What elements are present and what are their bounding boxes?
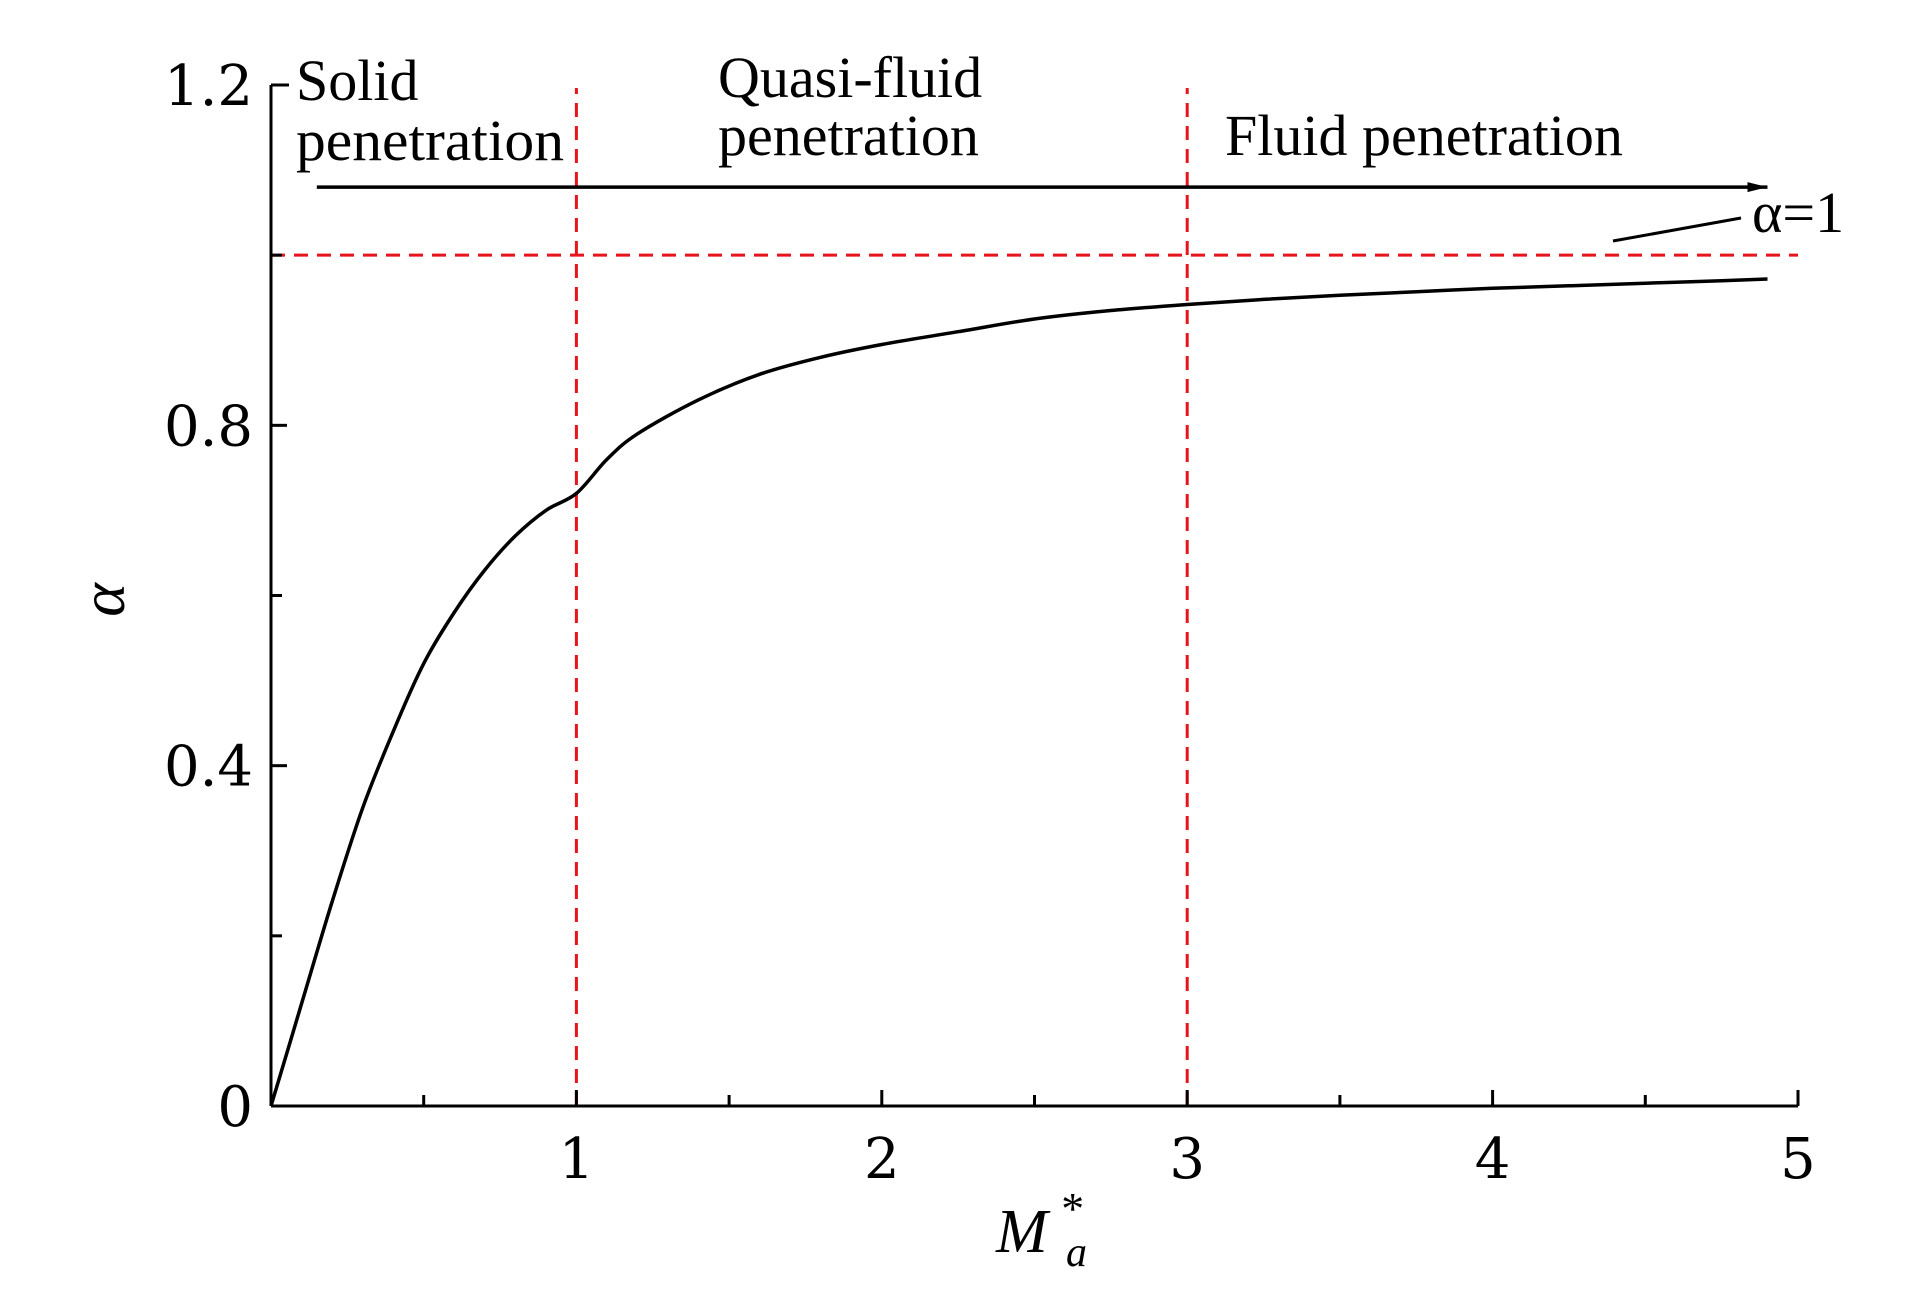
x-tick-label: 1 [559, 1127, 595, 1192]
y-tick-label: 0.4 [164, 735, 253, 800]
region-label-solid-line2: penetration [296, 108, 564, 173]
y-tick-label: 0.8 [164, 394, 253, 459]
region-label-quasi-line2: penetration [718, 103, 979, 168]
x-tick-label: 3 [1169, 1127, 1205, 1192]
region-label-fluid: Fluid penetration [1225, 103, 1623, 168]
x-tick-label: 2 [864, 1127, 900, 1192]
series-layer [269, 277, 1768, 1107]
y-axis-title: α [67, 582, 138, 617]
ticks [271, 83, 1800, 1108]
x-axis-title: M * a [995, 1183, 1087, 1276]
region-label-quasi-line1: Quasi-fluid [718, 45, 982, 110]
x-axis-title-main: M [995, 1198, 1051, 1266]
x-tick-label: 5 [1780, 1127, 1816, 1192]
alpha-one-leader-line [1612, 216, 1742, 243]
x-axis-title-superscript: * [1059, 1183, 1082, 1234]
region-label-solid-line1: Solid [296, 48, 419, 113]
alpha-one-label: α=1 [1752, 180, 1844, 245]
tick-labels: 1 2 3 4 5 0 0.4 0.8 1.2 [164, 54, 1816, 1192]
axes [269, 83, 1798, 1108]
y-tick-label: 1.2 [164, 54, 253, 119]
reference-lines [271, 88, 1798, 1106]
x-tick-label: 4 [1475, 1127, 1511, 1192]
y-tick-label: 0 [217, 1075, 253, 1140]
series-line-0 [269, 277, 1768, 1107]
x-axis-title-subscript: a [1066, 1230, 1087, 1276]
